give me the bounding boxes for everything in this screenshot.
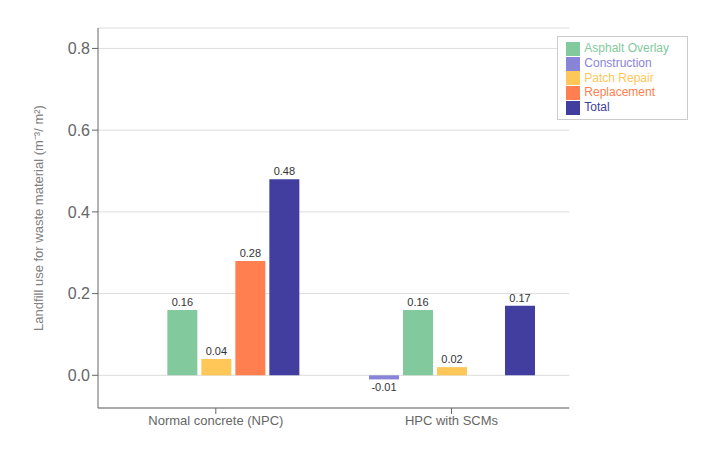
svg-text:0.17: 0.17 [509,292,530,304]
svg-text:0.0: 0.0 [68,367,90,384]
svg-text:0.02: 0.02 [441,353,462,365]
html-text:Construction: Construction [584,55,652,70]
svg-text:HPC with SCMs: HPC with SCMs [405,413,499,428]
svg-text:0.28: 0.28 [240,247,261,259]
svg-text:0.16: 0.16 [172,296,193,308]
svg-text:0.6: 0.6 [68,122,90,139]
svg-text:0.8: 0.8 [68,40,90,57]
html-text:Patch Repair: Patch Repair [584,70,654,85]
svg-text:0.48: 0.48 [274,165,295,177]
html-text:Asphalt Overlay: Asphalt Overlay [584,41,669,55]
html-text:Total: Total [584,100,610,115]
svg-text:Normal concrete (NPC): Normal concrete (NPC) [148,413,283,428]
html-text:Replacement: Replacement [584,85,655,100]
svg-text:0.4: 0.4 [68,204,90,221]
svg-text:0.2: 0.2 [68,285,90,302]
svg-text:-0.01: -0.01 [371,381,396,393]
svg-text:0.16: 0.16 [407,296,428,308]
svg-text:0.04: 0.04 [206,345,227,357]
svg-text:Landfill use for waste materia: Landfill use for waste material (m⁻³/ m²… [31,105,46,331]
